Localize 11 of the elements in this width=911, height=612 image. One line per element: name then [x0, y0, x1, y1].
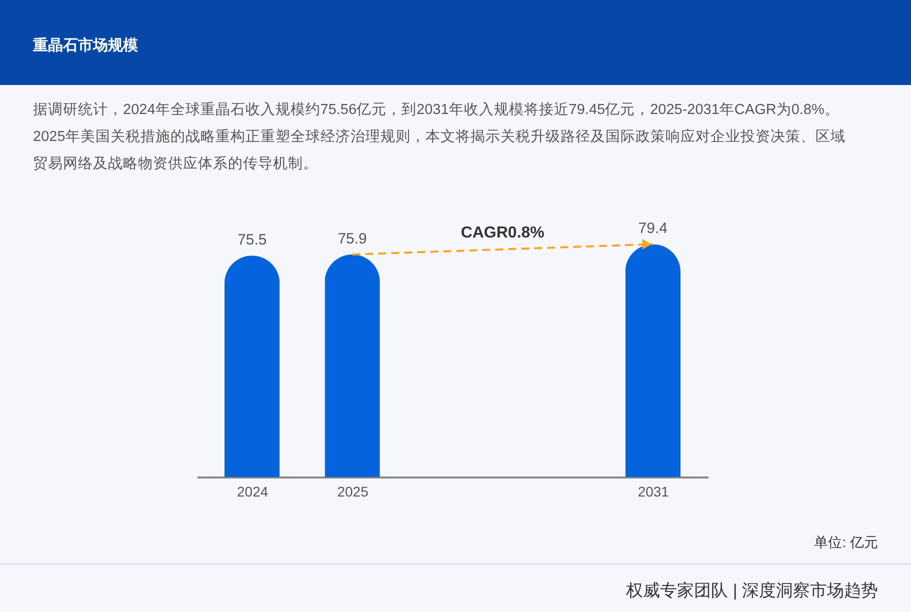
data-label: 79.4: [638, 220, 668, 238]
x-tick-label: 2031: [638, 484, 670, 500]
data-label: 75.5: [238, 232, 267, 249]
text: 单位: 亿元: [814, 534, 878, 550]
x-tick-label: 2024: [237, 484, 268, 500]
text: 权威专家团队 | 深度洞察市场趋势: [625, 581, 878, 600]
chart-title: 重晶石市场规模: [32, 36, 139, 54]
chart-subtitle: 据调研统计，2024年全球重晶石收入规模约75.56亿元，到2031年收入规模将接近79.45亿元，2025-2031年CAGR为0.8%。 2025年美国关税措施的战略重构正重塑全球经济治理规则，本文将揭示关税升级路径及国际政策响应对企业投资决策、区域贸易网络及战略物资供应体系的传导机制。: [33, 101, 846, 172]
text: CAGR0.8%: [460, 224, 544, 242]
x-tick-label: 2025: [337, 484, 369, 500]
data-label: 75.9: [338, 230, 367, 248]
